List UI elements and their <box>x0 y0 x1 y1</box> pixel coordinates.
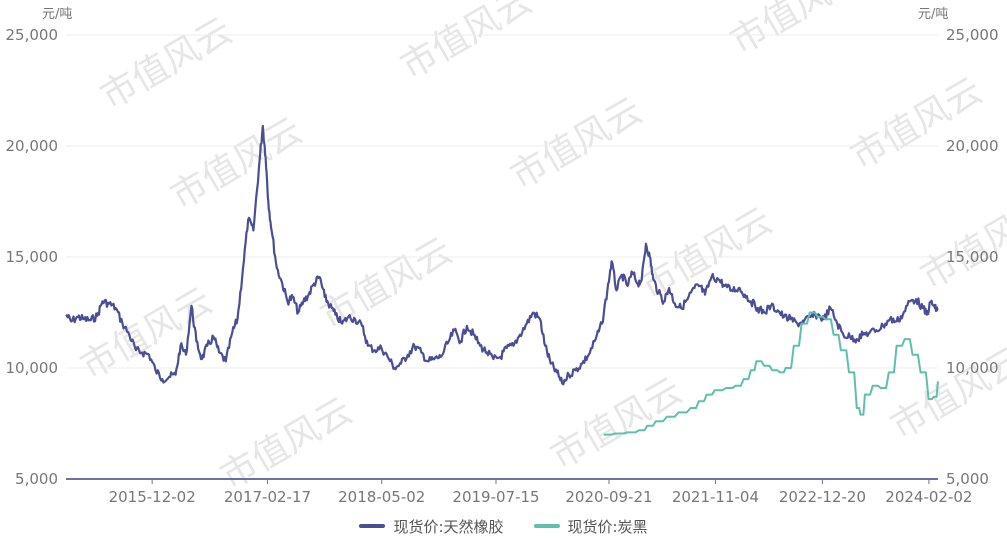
y-right-tick-labels: 5,000 10,000 15,000 20,000 25,000 <box>946 26 999 488</box>
y-left-tick-label: 10,000 <box>6 359 59 377</box>
y-right-tick-label: 10,000 <box>946 359 999 377</box>
watermark-text: 市值风云 <box>94 10 239 118</box>
y-left-tick-label: 25,000 <box>6 26 59 44</box>
legend-label-carbon-black: 现货价:炭黑 <box>567 517 648 536</box>
y-right-tick-label: 5,000 <box>946 470 989 488</box>
y-left-tick-label: 5,000 <box>15 470 58 488</box>
watermark-text: 市值风云 <box>504 90 649 198</box>
y-left-tick-labels: 5,000 10,000 15,000 20,000 25,000 <box>6 26 59 488</box>
watermark-text: 市值风云 <box>844 70 989 178</box>
grid-lines <box>66 34 938 369</box>
y-right-tick-label: 25,000 <box>946 26 999 44</box>
y-right-tick-label: 15,000 <box>946 248 999 266</box>
x-tick-label: 2024-02-02 <box>885 488 972 506</box>
watermark-text: 市值风云 <box>394 0 539 88</box>
watermark-text: 市值风云 <box>214 390 359 498</box>
legend-label-natural-rubber: 现货价:天然橡胶 <box>393 517 504 536</box>
watermark-text: 市值风云 <box>884 340 1007 448</box>
x-tick-label: 2021-11-04 <box>672 488 759 506</box>
y-left-tick-label: 20,000 <box>6 137 59 155</box>
series-line-natural-rubber <box>65 124 939 386</box>
x-tick-label: 2015-12-02 <box>109 488 196 506</box>
legend-swatch-carbon-black <box>533 524 560 528</box>
y-left-tick-label: 15,000 <box>6 248 59 266</box>
watermark-text: 市值风云 <box>74 280 219 388</box>
x-tick-label: 2017-02-17 <box>224 488 311 506</box>
x-tick-labels: 2015-12-02 2017-02-17 2018-05-02 2019-07-15… <box>109 479 972 506</box>
watermark-text: 市值风云 <box>314 230 459 338</box>
x-tick-label: 2020-09-21 <box>565 488 652 506</box>
watermark-text: 市值风云 <box>164 110 309 218</box>
y-left-unit: 元/吨 <box>42 7 72 22</box>
watermark-text: 市值风云 <box>914 190 1007 298</box>
y-right-tick-label: 20,000 <box>946 137 999 155</box>
legend-item-natural-rubber[interactable]: 现货价:天然橡胶 <box>359 516 504 537</box>
legend: 现货价:天然橡胶 现货价:炭黑 <box>0 512 1007 540</box>
series-lines <box>65 124 939 436</box>
y-right-unit: 元/吨 <box>918 7 948 22</box>
x-tick-label: 2022-12-20 <box>779 488 866 506</box>
legend-item-carbon-black[interactable]: 现货价:炭黑 <box>533 516 648 537</box>
series-line-carbon-black <box>603 311 939 436</box>
x-tick-label: 2018-05-02 <box>338 488 425 506</box>
watermark-text: 市值风云 <box>724 0 869 63</box>
legend-swatch-natural-rubber <box>359 524 386 528</box>
x-tick-label: 2019-07-15 <box>452 488 539 506</box>
watermark-text: 市值风云 <box>544 370 689 478</box>
